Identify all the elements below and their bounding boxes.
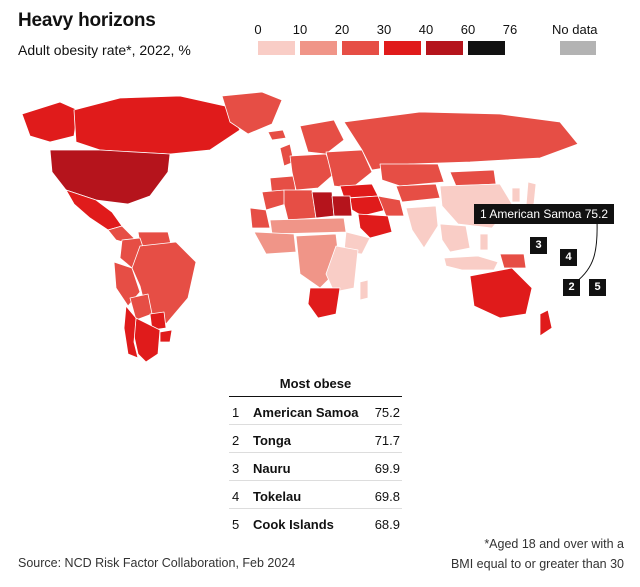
row-rank: 5 — [232, 517, 240, 532]
map-region-iceland — [267, 129, 287, 141]
world-choropleth-map — [21, 92, 598, 363]
map-region-iran — [377, 195, 405, 217]
table-row: 4 Tokelau 69.8 — [229, 481, 402, 509]
map-region-korea — [511, 187, 521, 203]
callout-leader-line — [575, 219, 598, 283]
map-region-saudi-arabia — [357, 213, 393, 239]
legend-swatch-40-60 — [426, 41, 463, 55]
rank-marker-3: 3 — [530, 237, 547, 254]
rank-marker-4: 4 — [560, 249, 577, 266]
map-region-new-zealand — [539, 309, 553, 337]
map-region-japan — [525, 181, 537, 207]
map-region-madagascar — [359, 279, 369, 301]
map-region-paraguay — [149, 311, 167, 331]
legend-no-data-label: No data — [552, 22, 598, 37]
map-region-mauritania — [249, 207, 271, 229]
map-region-papua-new-guinea — [499, 253, 527, 269]
map-region-australia — [469, 267, 533, 319]
map-region-kazakhstan — [379, 163, 445, 187]
map-region-west-africa — [253, 231, 297, 255]
map-region-south-africa — [307, 287, 341, 319]
legend-label: 10 — [292, 22, 308, 37]
row-value: 75.2 — [374, 405, 400, 420]
rank-marker-2: 2 — [563, 279, 580, 296]
footnote-line-2: BMI equal to or greater than 30 — [450, 557, 624, 571]
legend-swatch-60-76 — [468, 41, 505, 55]
footnote: *Aged 18 and over with a BMI equal to or… — [451, 534, 624, 574]
legend-swatch-0-10 — [258, 41, 295, 55]
legend-label: 40 — [418, 22, 434, 37]
map-region-algeria — [283, 189, 317, 221]
row-rank: 4 — [232, 489, 240, 504]
table-row: 2 Tonga 71.7 — [229, 425, 402, 453]
map-region-alaska — [21, 101, 79, 143]
map-region-united-states — [49, 149, 171, 205]
row-country: Tonga — [253, 433, 292, 448]
map-region-scandinavia — [299, 119, 345, 155]
legend-swatch-10-20 — [300, 41, 337, 55]
map-region-indonesia — [443, 255, 499, 271]
row-country: American Samoa — [253, 405, 359, 420]
row-rank: 2 — [232, 433, 240, 448]
table-row: 5 Cook Islands 68.9 — [229, 509, 402, 536]
row-rank: 1 — [232, 405, 240, 420]
legend-no-data-swatch — [560, 41, 596, 55]
most-obese-table: Most obese 1 American Samoa 75.2 2 Tonga 71.7… — [229, 372, 402, 536]
source-note: Source: NCD Risk Factor Collaboration, F… — [18, 556, 296, 570]
row-value: 71.7 — [374, 433, 400, 448]
legend-label: 0 — [254, 22, 262, 37]
map-region-morocco — [261, 189, 287, 211]
map-region-canada — [73, 95, 241, 155]
map-region-greenland — [221, 92, 283, 135]
map-region-libya — [311, 191, 335, 219]
chart-title: Heavy horizons — [18, 10, 156, 31]
map-region-india — [405, 205, 439, 249]
legend-label: 76 — [502, 22, 518, 37]
legend-label: 30 — [376, 22, 392, 37]
row-value: 68.9 — [374, 517, 400, 532]
map-region-sahel — [269, 217, 347, 235]
footnote-line-1: *Aged 18 and over with a — [484, 537, 624, 551]
map-region-middle-east — [349, 195, 387, 217]
legend-label: 60 — [460, 22, 476, 37]
map-region-western-europe — [289, 153, 335, 191]
map-region-east-africa — [325, 245, 359, 293]
map-region-philippines — [479, 233, 489, 251]
row-value: 69.8 — [374, 489, 400, 504]
table-row: 3 Nauru 69.9 — [229, 453, 402, 481]
callout-american-samoa: 1 American Samoa 75.2 — [474, 204, 615, 224]
row-country: Tokelau — [253, 489, 302, 504]
rank-marker-5: 5 — [589, 279, 606, 296]
map-region-chile — [123, 305, 139, 359]
row-country: Nauru — [253, 461, 291, 476]
map-region-mongolia — [449, 169, 497, 187]
legend-swatch-30-40 — [384, 41, 421, 55]
map-region-southeast-asia — [439, 223, 471, 253]
map-region-central-asia — [395, 183, 441, 203]
chart-subtitle: Adult obesity rate*, 2022, % — [18, 42, 191, 58]
row-rank: 3 — [232, 461, 240, 476]
map-region-uruguay — [159, 329, 173, 343]
legend-swatch-20-30 — [342, 41, 379, 55]
legend-label: 20 — [334, 22, 350, 37]
row-value: 69.9 — [374, 461, 400, 476]
map-region-egypt — [331, 195, 353, 217]
row-country: Cook Islands — [253, 517, 334, 532]
map-region-russia — [343, 111, 579, 171]
table-row: 1 American Samoa 75.2 — [229, 397, 402, 425]
table-title: Most obese — [229, 372, 402, 397]
